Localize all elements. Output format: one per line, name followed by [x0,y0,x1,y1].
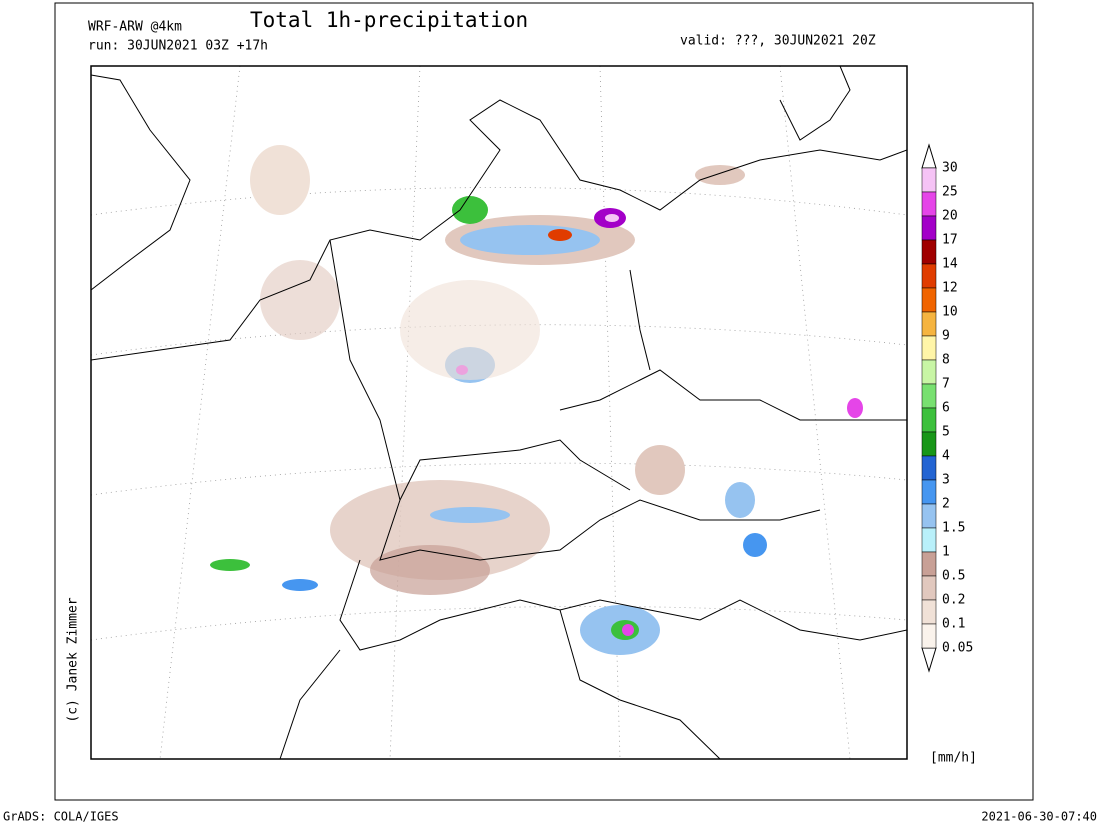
colorbar-cell [921,215,937,241]
outer-frame [54,2,1034,801]
colorbar-cell [921,383,937,409]
colorbar-label: 5 [942,425,950,440]
colorbar: 30 25 20 17 14 12 10 9 8 7 6 5 4 3 2 1.5 1 0.5 0.2 0.1 0.05 [921,143,973,673]
colorbar-cell [921,479,937,505]
colorbar-label: 10 [942,305,958,320]
colorbar-bottom [921,647,937,673]
graticule [91,66,907,759]
colorbar-cell [921,359,937,385]
colorbar-label: 9 [942,329,950,344]
colorbar-cell [921,455,937,481]
colorbar-cell [921,335,937,361]
colorbar-cell [921,191,937,217]
colorbar-cell [921,623,937,649]
colorbar-label: 3 [942,473,950,488]
map-frame [90,65,908,760]
run: run: 30JUN2021 03Z +17h [88,39,268,54]
unit: [mm/h] [930,751,977,766]
colorbar-label: 1 [942,545,950,560]
colorbar-top [921,143,937,169]
colorbar-cell [921,263,937,289]
precipitation [210,145,863,655]
colorbar-label: 2 [942,497,950,512]
colorbar-cell [921,407,937,433]
colorbar-cell [921,575,937,601]
colorbar-label: 0.05 [942,641,973,656]
footer-right: 2021-06-30-07:40 [981,810,1097,824]
map [91,66,907,759]
colorbar-cell [921,431,937,457]
colorbar-cell [921,527,937,553]
colorbar-label: 1.5 [942,521,965,536]
colorbar-label: 17 [942,233,958,248]
model: WRF-ARW @4km [88,20,182,35]
borders [91,66,907,759]
valid: valid: ???, 30JUN2021 20Z [680,34,876,49]
colorbar-cell [921,287,937,313]
footer-left: GrADS: COLA/IGES [3,810,119,824]
colorbar-label: 30 [942,161,958,176]
colorbar-cell [921,311,937,337]
colorbar-cell [921,503,937,529]
colorbar-label: 0.5 [942,569,965,584]
copyright: (c) Janek Zimmer [66,597,81,722]
colorbar-label: 7 [942,377,950,392]
colorbar-cell [921,599,937,625]
colorbar-label: 8 [942,353,950,368]
colorbar-label: 0.2 [942,593,965,608]
colorbar-label: 6 [942,401,950,416]
colorbar-cell [921,239,937,265]
colorbar-label: 12 [942,281,958,296]
colorbar-cell [921,167,937,193]
colorbar-label: 14 [942,257,958,272]
title: Total 1h-precipitation [250,8,528,32]
colorbar-label: 4 [942,449,950,464]
colorbar-label: 0.1 [942,617,965,632]
colorbar-cell [921,551,937,577]
colorbar-label: 20 [942,209,958,224]
colorbar-label: 25 [942,185,958,200]
